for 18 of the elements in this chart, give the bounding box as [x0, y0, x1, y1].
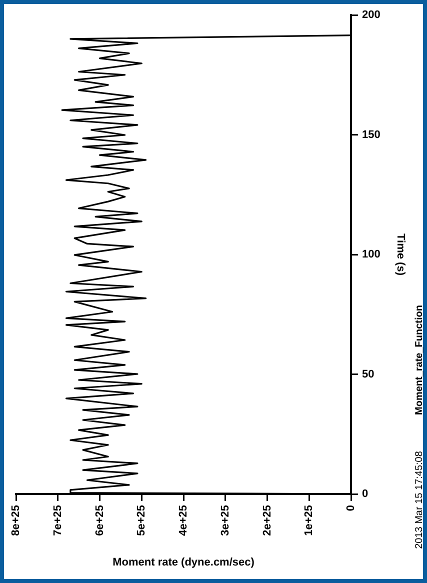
x-tick-label: 6e+25 [94, 505, 106, 536]
x-axis-title: Moment rate (dyne.cm/sec) [112, 556, 255, 568]
x-tick-label: 1e+25 [303, 505, 316, 536]
x-tick-label: 7e+25 [52, 505, 64, 536]
x-tick-label: 2e+25 [261, 505, 274, 536]
y-tick-label: 200 [362, 9, 380, 22]
y-tick-label: 150 [362, 128, 380, 141]
y-axis-title: Time (s) [394, 234, 406, 276]
y-tick-label: 0 [362, 488, 368, 500]
text: 2013 Mar 15 17:45:08 [414, 450, 425, 549]
y-tick-label: 100 [362, 248, 380, 261]
x-tick-label: 4e+25 [178, 505, 190, 536]
text: Moment_rate_Function [414, 304, 425, 416]
x-tick-label: 3e+25 [219, 505, 232, 536]
x-tick-label: 8e+25 [10, 505, 22, 536]
x-tick-label: 5e+25 [136, 505, 148, 536]
x-tick-label: 0 [345, 505, 358, 512]
y-tick-label: 50 [362, 368, 374, 380]
